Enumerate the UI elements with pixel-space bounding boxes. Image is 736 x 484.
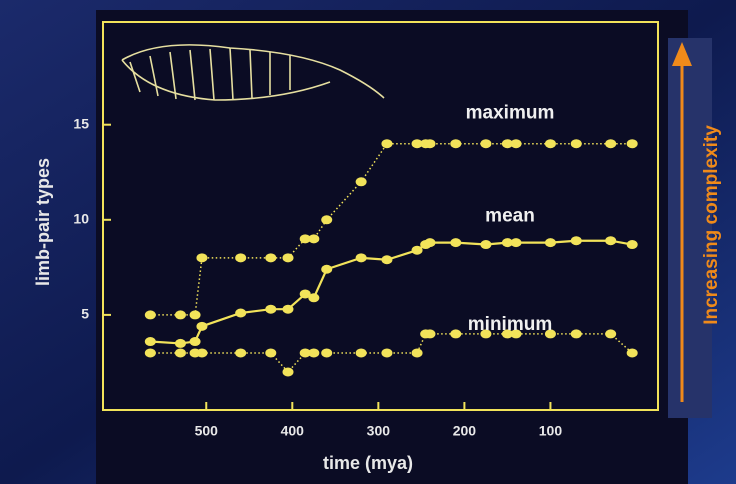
series-label: maximum [466,103,555,124]
data-point [450,238,462,248]
data-point [605,236,617,246]
data-point [411,139,423,149]
data-point [626,348,638,358]
data-point [189,310,201,320]
data-point [189,337,201,347]
y-tick-label: 15 [73,115,89,131]
data-point [570,139,582,149]
data-point [381,348,393,358]
data-point [321,264,333,274]
data-point [626,240,638,250]
data-point [501,238,513,248]
data-point [510,238,522,248]
data-point [144,310,156,320]
data-point [480,240,492,250]
data-point [544,139,556,149]
arrow-head [672,42,692,66]
data-point [355,253,367,263]
data-point [308,293,320,303]
side-panel [668,38,712,418]
data-point [570,329,582,339]
data-point [235,253,247,263]
data-point [381,255,393,265]
data-point [265,348,277,358]
data-point [282,253,294,263]
data-point [235,308,247,318]
data-point [411,348,423,358]
data-point [424,139,436,149]
data-point [570,236,582,246]
x-tick-label: 400 [281,423,305,439]
data-point [605,329,617,339]
data-point [235,348,247,358]
data-point [196,253,208,263]
data-point [321,348,333,358]
data-point [510,139,522,149]
series-line [150,142,633,316]
x-tick-label: 300 [367,423,391,439]
data-point [424,238,436,248]
data-point [544,238,556,248]
data-point [510,329,522,339]
plot-frame [102,21,659,411]
data-point [450,329,462,339]
shrimp-sketch [121,44,385,101]
data-point [282,367,294,377]
data-point [282,304,294,314]
data-point [480,329,492,339]
data-point [501,329,513,339]
data-point [626,139,638,149]
data-point [265,304,277,314]
data-point [355,177,367,187]
data-point [174,348,186,358]
side-label: Increasing complexity [701,125,722,325]
data-point [174,310,186,320]
series-label: minimum [468,314,552,335]
data-point [605,139,617,149]
y-tick-label: 5 [81,306,89,322]
data-point [544,329,556,339]
data-point [308,348,320,358]
data-point [144,348,156,358]
data-point [480,139,492,149]
data-point [299,289,311,299]
data-point [424,329,436,339]
data-point [144,337,156,347]
data-point [308,234,320,244]
x-axis-label: time (mya) [323,453,413,473]
y-tick-label: 10 [73,211,89,227]
y-axis-label: limb-pair types [33,158,53,286]
x-tick-label: 500 [195,423,219,439]
data-point [196,348,208,358]
data-point [450,139,462,149]
data-point [196,321,208,331]
data-point [501,139,513,149]
data-point [411,245,423,255]
chart-panel [96,10,688,484]
data-point [174,338,186,348]
data-point [265,253,277,263]
series-line [150,333,633,374]
data-point [321,215,333,225]
data-point [355,348,367,358]
data-point [381,139,393,149]
data-point [299,234,311,244]
data-point [299,348,311,358]
x-tick-label: 100 [539,423,563,439]
series-label: mean [485,206,535,227]
x-tick-label: 200 [453,423,477,439]
